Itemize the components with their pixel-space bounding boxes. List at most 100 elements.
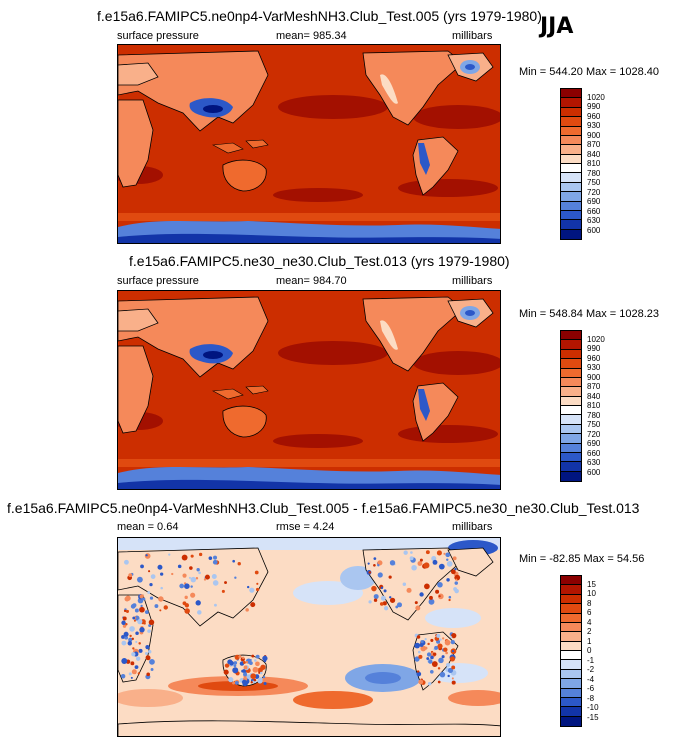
panel-2-mean-label: mean= 984.70	[276, 275, 347, 287]
panel-3-colorbar-labels: 15 10 8 6 4 2 1 0 -1 -2 -4 -6 -8 -10 -15	[587, 575, 627, 727]
colorbar-swatch	[561, 117, 581, 127]
colorbar-label: 10	[587, 589, 596, 598]
panel-2-map	[117, 290, 501, 490]
panel-2-colorbar-labels: 1020 990 960 930 900 870 840 810 780 750 720 690 660…	[587, 330, 627, 482]
colorbar-swatch	[561, 651, 581, 661]
colorbar-swatch	[561, 396, 581, 406]
colorbar-label: 15	[587, 579, 596, 589]
colorbar-label: 6	[587, 608, 592, 617]
colorbar-swatch	[561, 135, 581, 146]
colorbar-swatch	[561, 594, 581, 605]
colorbar-label: -10	[587, 703, 599, 712]
panel-3-colorbar	[560, 575, 582, 727]
panel-2-colorbar	[560, 330, 582, 482]
colorbar-swatch	[561, 145, 581, 155]
colorbar-swatch	[561, 669, 581, 680]
colorbar-label: 600	[587, 225, 601, 235]
colorbar-swatch	[561, 210, 581, 221]
colorbar-swatch	[561, 89, 581, 99]
colorbar-label: 900	[587, 130, 601, 140]
colorbar-label: 600	[587, 467, 601, 477]
colorbar-swatch	[561, 434, 581, 444]
colorbar-swatch	[561, 576, 581, 586]
colorbar-swatch	[561, 377, 581, 388]
colorbar-swatch	[561, 632, 581, 642]
colorbar-label: -4	[587, 674, 595, 684]
colorbar-swatch	[561, 471, 581, 481]
colorbar-label: 930	[587, 121, 601, 130]
colorbar-swatch	[561, 182, 581, 193]
colorbar-swatch	[561, 462, 581, 472]
colorbar-label: 870	[587, 140, 601, 149]
colorbar-label: 840	[587, 149, 601, 159]
panel-3-title: f.e15a6.FAMIPC5.ne0np4-VarMeshNH3.Club_T…	[7, 500, 640, 516]
colorbar-swatch	[561, 359, 581, 369]
panel-1-variable-label: surface pressure	[117, 30, 199, 42]
colorbar-swatch	[561, 697, 581, 708]
panel-1-colorbar	[560, 88, 582, 240]
colorbar-label: 870	[587, 382, 601, 391]
colorbar-swatch	[561, 688, 581, 698]
colorbar-label: 660	[587, 206, 601, 216]
colorbar-label: 720	[587, 187, 601, 197]
colorbar-label: 960	[587, 111, 601, 121]
colorbar-swatch	[561, 154, 581, 164]
colorbar-swatch	[561, 585, 581, 595]
colorbar-label: -8	[587, 693, 595, 703]
panel-1-units-label: millibars	[452, 30, 493, 42]
panel-2-title: f.e15a6.FAMIPC5.ne30_ne30.Club_Test.013 …	[129, 253, 510, 269]
colorbar-label: 750	[587, 420, 601, 429]
colorbar-swatch	[561, 349, 581, 360]
colorbar-label: -2	[587, 665, 595, 674]
colorbar-label: 960	[587, 353, 601, 363]
panel-2-variable-label: surface pressure	[117, 275, 199, 287]
colorbar-label: 810	[587, 401, 601, 410]
colorbar-swatch	[561, 126, 581, 136]
colorbar-swatch	[561, 707, 581, 717]
colorbar-label: 750	[587, 178, 601, 187]
colorbar-label: 930	[587, 363, 601, 372]
colorbar-swatch	[561, 452, 581, 463]
panel-3-rmse-label: rmse = 4.24	[276, 521, 335, 533]
colorbar-label: 900	[587, 372, 601, 382]
colorbar-swatch	[561, 406, 581, 416]
colorbar-swatch	[561, 229, 581, 239]
colorbar-label: 8	[587, 598, 592, 608]
panel-3-map	[117, 537, 501, 737]
colorbar-label: 2	[587, 627, 592, 636]
colorbar-swatch	[561, 604, 581, 614]
colorbar-label: -6	[587, 684, 595, 693]
colorbar-swatch	[561, 443, 581, 453]
colorbar-label: 690	[587, 197, 601, 206]
panel-1-minmax: Min = 544.20 Max = 1028.40	[519, 66, 660, 78]
colorbar-swatch	[561, 173, 581, 183]
colorbar-swatch	[561, 679, 581, 689]
colorbar-swatch	[561, 98, 581, 108]
panel-3-minmax: Min = -82.85 Max = 54.56	[519, 553, 645, 565]
colorbar-label: -15	[587, 712, 599, 722]
panel-2-units-label: millibars	[452, 275, 493, 287]
colorbar-swatch	[561, 340, 581, 350]
colorbar-label: 1020	[587, 334, 605, 344]
colorbar-label: 990	[587, 344, 601, 353]
colorbar-swatch	[561, 641, 581, 651]
colorbar-label: 4	[587, 617, 592, 627]
colorbar-label: 660	[587, 448, 601, 458]
panel-1-colorbar-labels: 1020 990 960 930 900 870 840 810 780 750 720 690 660…	[587, 88, 627, 240]
colorbar-label: 720	[587, 429, 601, 439]
panel-1-mean-label: mean= 985.34	[276, 30, 347, 42]
colorbar-label: 990	[587, 102, 601, 111]
colorbar-swatch	[561, 613, 581, 623]
panel-3-mean-label: mean = 0.64	[117, 521, 179, 533]
colorbar-label: 780	[587, 168, 601, 178]
colorbar-label: 780	[587, 410, 601, 420]
panel-3-units-label: millibars	[452, 521, 493, 533]
colorbar-swatch	[561, 201, 581, 211]
colorbar-swatch	[561, 107, 581, 118]
colorbar-swatch	[561, 368, 581, 378]
colorbar-label: 690	[587, 439, 601, 448]
panel-2-minmax: Min = 548.84 Max = 1028.23	[519, 308, 660, 320]
colorbar-swatch	[561, 220, 581, 230]
panel-1-map	[117, 44, 501, 244]
colorbar-swatch	[561, 331, 581, 341]
